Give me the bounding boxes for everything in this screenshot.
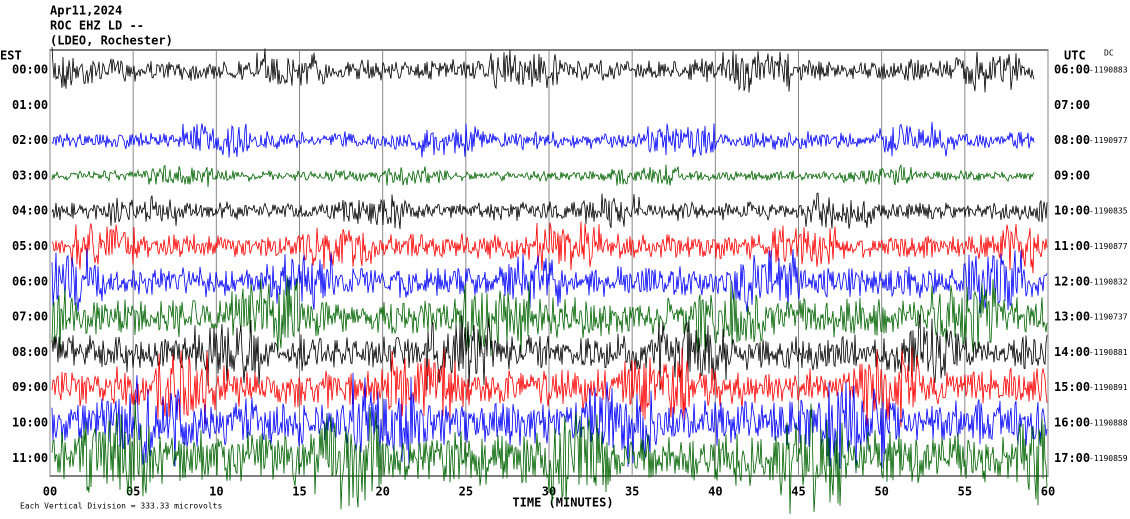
seismic-trace [51,248,1048,314]
title-line: ROC EHZ LD -- [50,19,144,33]
seismic-trace [51,121,1035,158]
dc-value: -1190832 [1089,277,1128,286]
x-tick-label: 60 [1041,485,1055,499]
utc-row-label: 09:00 [1054,168,1090,182]
dc-value: -1190737 [1089,313,1128,322]
x-axis-label: TIME (MINUTES) [512,496,613,510]
seismic-trace [51,372,1048,474]
seismic-trace [51,275,1048,357]
utc-row-label: 10:00 [1054,204,1090,218]
utc-row-label: 12:00 [1054,274,1090,288]
seismic-trace [51,192,1048,230]
title-line: (LDEO, Rochester) [50,34,173,48]
utc-row-label: 15:00 [1054,380,1090,394]
footnote: Each Vertical Division = 333.33 microvol… [20,502,222,511]
x-tick-label: 10 [209,485,223,499]
est-row-label: 02:00 [12,133,48,147]
seismic-trace [51,347,1048,428]
utc-row-label: 08:00 [1054,133,1090,147]
seismic-trace [51,163,1035,188]
est-row-label: 07:00 [12,310,48,324]
dc-value: -1190835 [1089,207,1128,216]
seismic-trace [51,399,1048,514]
x-tick-label: 35 [625,485,639,499]
left-axis-label: EST [0,49,22,63]
est-row-label: 06:00 [12,274,48,288]
utc-row-label: 16:00 [1054,416,1090,430]
right-axis-label: UTC [1064,49,1086,63]
dc-label: DC [1104,49,1114,58]
est-row-label: 00:00 [12,63,48,77]
dc-value: -1190877 [1089,242,1128,251]
utc-row-label: 11:00 [1054,239,1090,253]
dc-value: -1190888 [1089,419,1128,428]
utc-row-label: 13:00 [1054,310,1090,324]
x-tick-label: 20 [375,485,389,499]
x-tick-label: 50 [874,485,888,499]
utc-row-label: 06:00 [1054,63,1090,77]
est-row-label: 11:00 [12,451,48,465]
x-tick-label: 05 [126,485,140,499]
est-row-label: 01:00 [12,98,48,112]
est-row-label: 04:00 [12,204,48,218]
utc-row-label: 17:00 [1054,451,1090,465]
x-tick-label: 40 [708,485,722,499]
est-row-label: 10:00 [12,416,48,430]
x-tick-label: 15 [292,485,306,499]
seismic-trace [51,47,1035,93]
utc-row-label: 07:00 [1054,98,1090,112]
est-row-label: 05:00 [12,239,48,253]
est-row-label: 09:00 [12,380,48,394]
seismic-trace [51,314,1048,391]
dc-value: -1190881 [1089,348,1128,357]
seismic-trace [51,221,1048,274]
dc-value: -1190859 [1089,454,1128,463]
x-tick-label: 25 [459,485,473,499]
x-tick-label: 00 [43,485,57,499]
dc-value: -1190883 [1089,66,1128,75]
title-line: Apr11,2024 [50,4,122,18]
utc-row-label: 14:00 [1054,345,1090,359]
est-row-label: 03:00 [12,168,48,182]
dc-value: -1190891 [1089,383,1128,392]
x-tick-label: 45 [791,485,805,499]
est-row-label: 08:00 [12,345,48,359]
x-tick-label: 55 [958,485,972,499]
dc-value: -1190977 [1089,136,1128,145]
